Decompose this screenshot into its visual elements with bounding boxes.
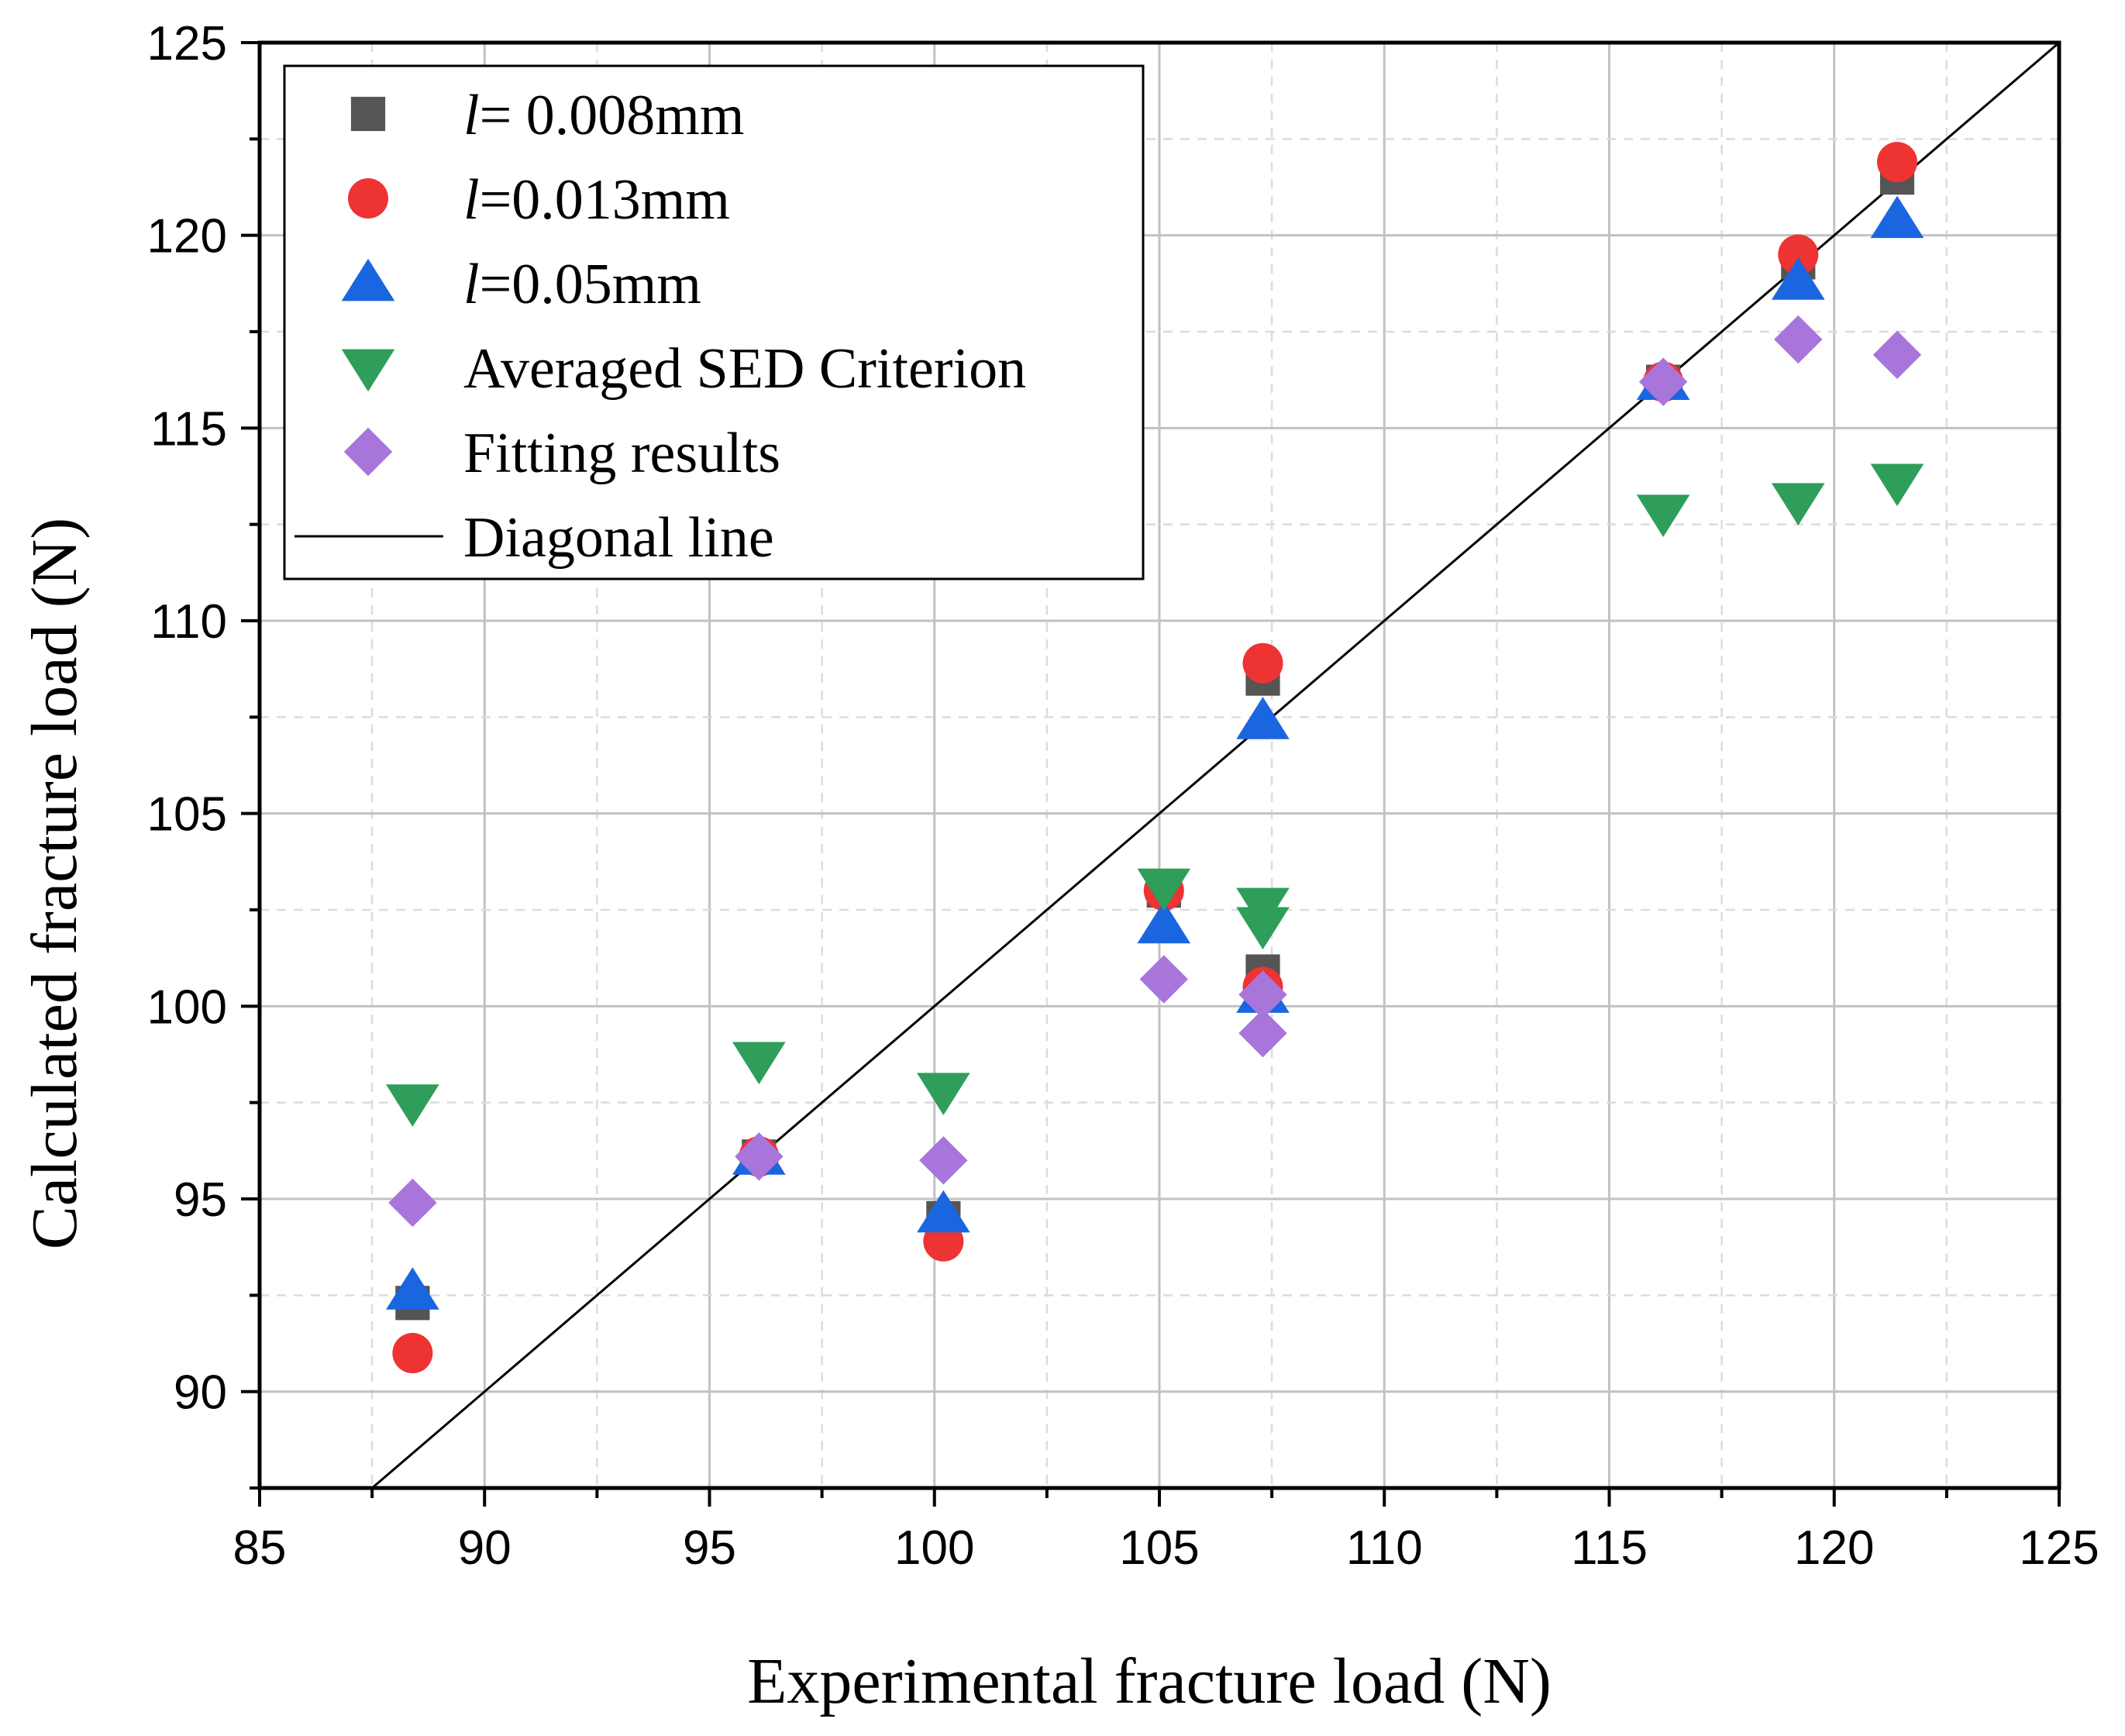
x-axis-title: Experimental fracture load (N): [747, 1645, 1552, 1717]
data-point-series-3: [1771, 483, 1825, 526]
y-tick-label: 95: [174, 1173, 227, 1227]
y-tick-label: 125: [147, 17, 227, 71]
y-tick-label: 100: [147, 980, 227, 1034]
legend-label: l= 0.008mm: [463, 84, 744, 147]
x-tick-label: 90: [458, 1521, 511, 1575]
diagonal-line: [371, 41, 2060, 1490]
data-point-series-3: [1870, 463, 1924, 507]
legend-label: l=0.05mm: [463, 253, 701, 316]
data-point-series-1: [392, 1332, 433, 1373]
data-point-series-2: [386, 1267, 439, 1310]
x-tick-label: 120: [1794, 1521, 1874, 1575]
data-point-series-4: [735, 1132, 784, 1181]
data-point-series-4: [1774, 315, 1823, 364]
legend-label: Fitting results: [463, 422, 780, 485]
y-tick-label: 105: [147, 788, 227, 842]
legend-swatch: [348, 178, 388, 219]
data-point-series-4: [1638, 357, 1688, 406]
data-points: [386, 142, 1924, 1373]
legend-label: Averaged SED Criterion: [463, 337, 1026, 401]
data-point-series-4: [1238, 970, 1287, 1019]
data-point-series-3: [732, 1042, 786, 1085]
x-tick-label: 95: [683, 1521, 736, 1575]
legend-box: [283, 64, 1145, 580]
x-tick-label: 105: [1119, 1521, 1199, 1575]
data-point-series-3: [917, 1073, 970, 1115]
data-point-series-3: [386, 1084, 439, 1127]
data-point-series-3: [1636, 494, 1690, 537]
data-point-series-2: [1870, 195, 1924, 239]
legend-swatch: [350, 96, 386, 132]
data-point-series-2: [1137, 901, 1191, 944]
data-point-series-1: [1778, 234, 1819, 275]
data-point-series-4: [388, 1178, 437, 1228]
data-point-series-4: [1872, 330, 1922, 380]
y-tick-label: 120: [147, 210, 227, 264]
x-tick-label: 125: [2019, 1521, 2099, 1575]
x-tick-label: 85: [233, 1521, 287, 1575]
data-point-series-1: [1877, 142, 1918, 183]
y-axis-title: Calculated fracture load (N): [19, 518, 91, 1250]
diagonal-line-layer: [371, 41, 2060, 1490]
legend-label: Diagonal line: [463, 506, 774, 570]
y-tick-label: 90: [174, 1366, 227, 1420]
data-point-series-2: [917, 1190, 970, 1233]
x-tick-label: 100: [894, 1521, 974, 1575]
data-point-series-2: [1771, 257, 1825, 300]
data-point-series-3: [1236, 907, 1290, 950]
x-tick-label: 110: [1346, 1521, 1423, 1575]
data-point-series-4: [1238, 1008, 1287, 1058]
data-point-series-3: [1137, 868, 1191, 911]
y-tick-label: 110: [150, 595, 227, 649]
data-point-series-4: [919, 1136, 968, 1185]
legend: l= 0.008mm l=0.013mm l=0.05mm Averaged SED …: [283, 64, 1145, 580]
data-point-series-1: [1242, 642, 1283, 684]
y-tick-label: 115: [150, 402, 227, 456]
data-point-series-4: [1139, 955, 1189, 1004]
axis-ticks: 85 90 95 100 105 110 115 120 125 90 95 100 105 110 115…: [147, 17, 2099, 1575]
legend-swatch: [341, 349, 395, 392]
x-tick-label: 115: [1571, 1521, 1648, 1575]
legend-swatch: [341, 258, 395, 301]
legend-swatch: [343, 427, 393, 477]
data-point-series-2: [1236, 697, 1290, 739]
legend-label: l=0.013mm: [463, 168, 730, 232]
